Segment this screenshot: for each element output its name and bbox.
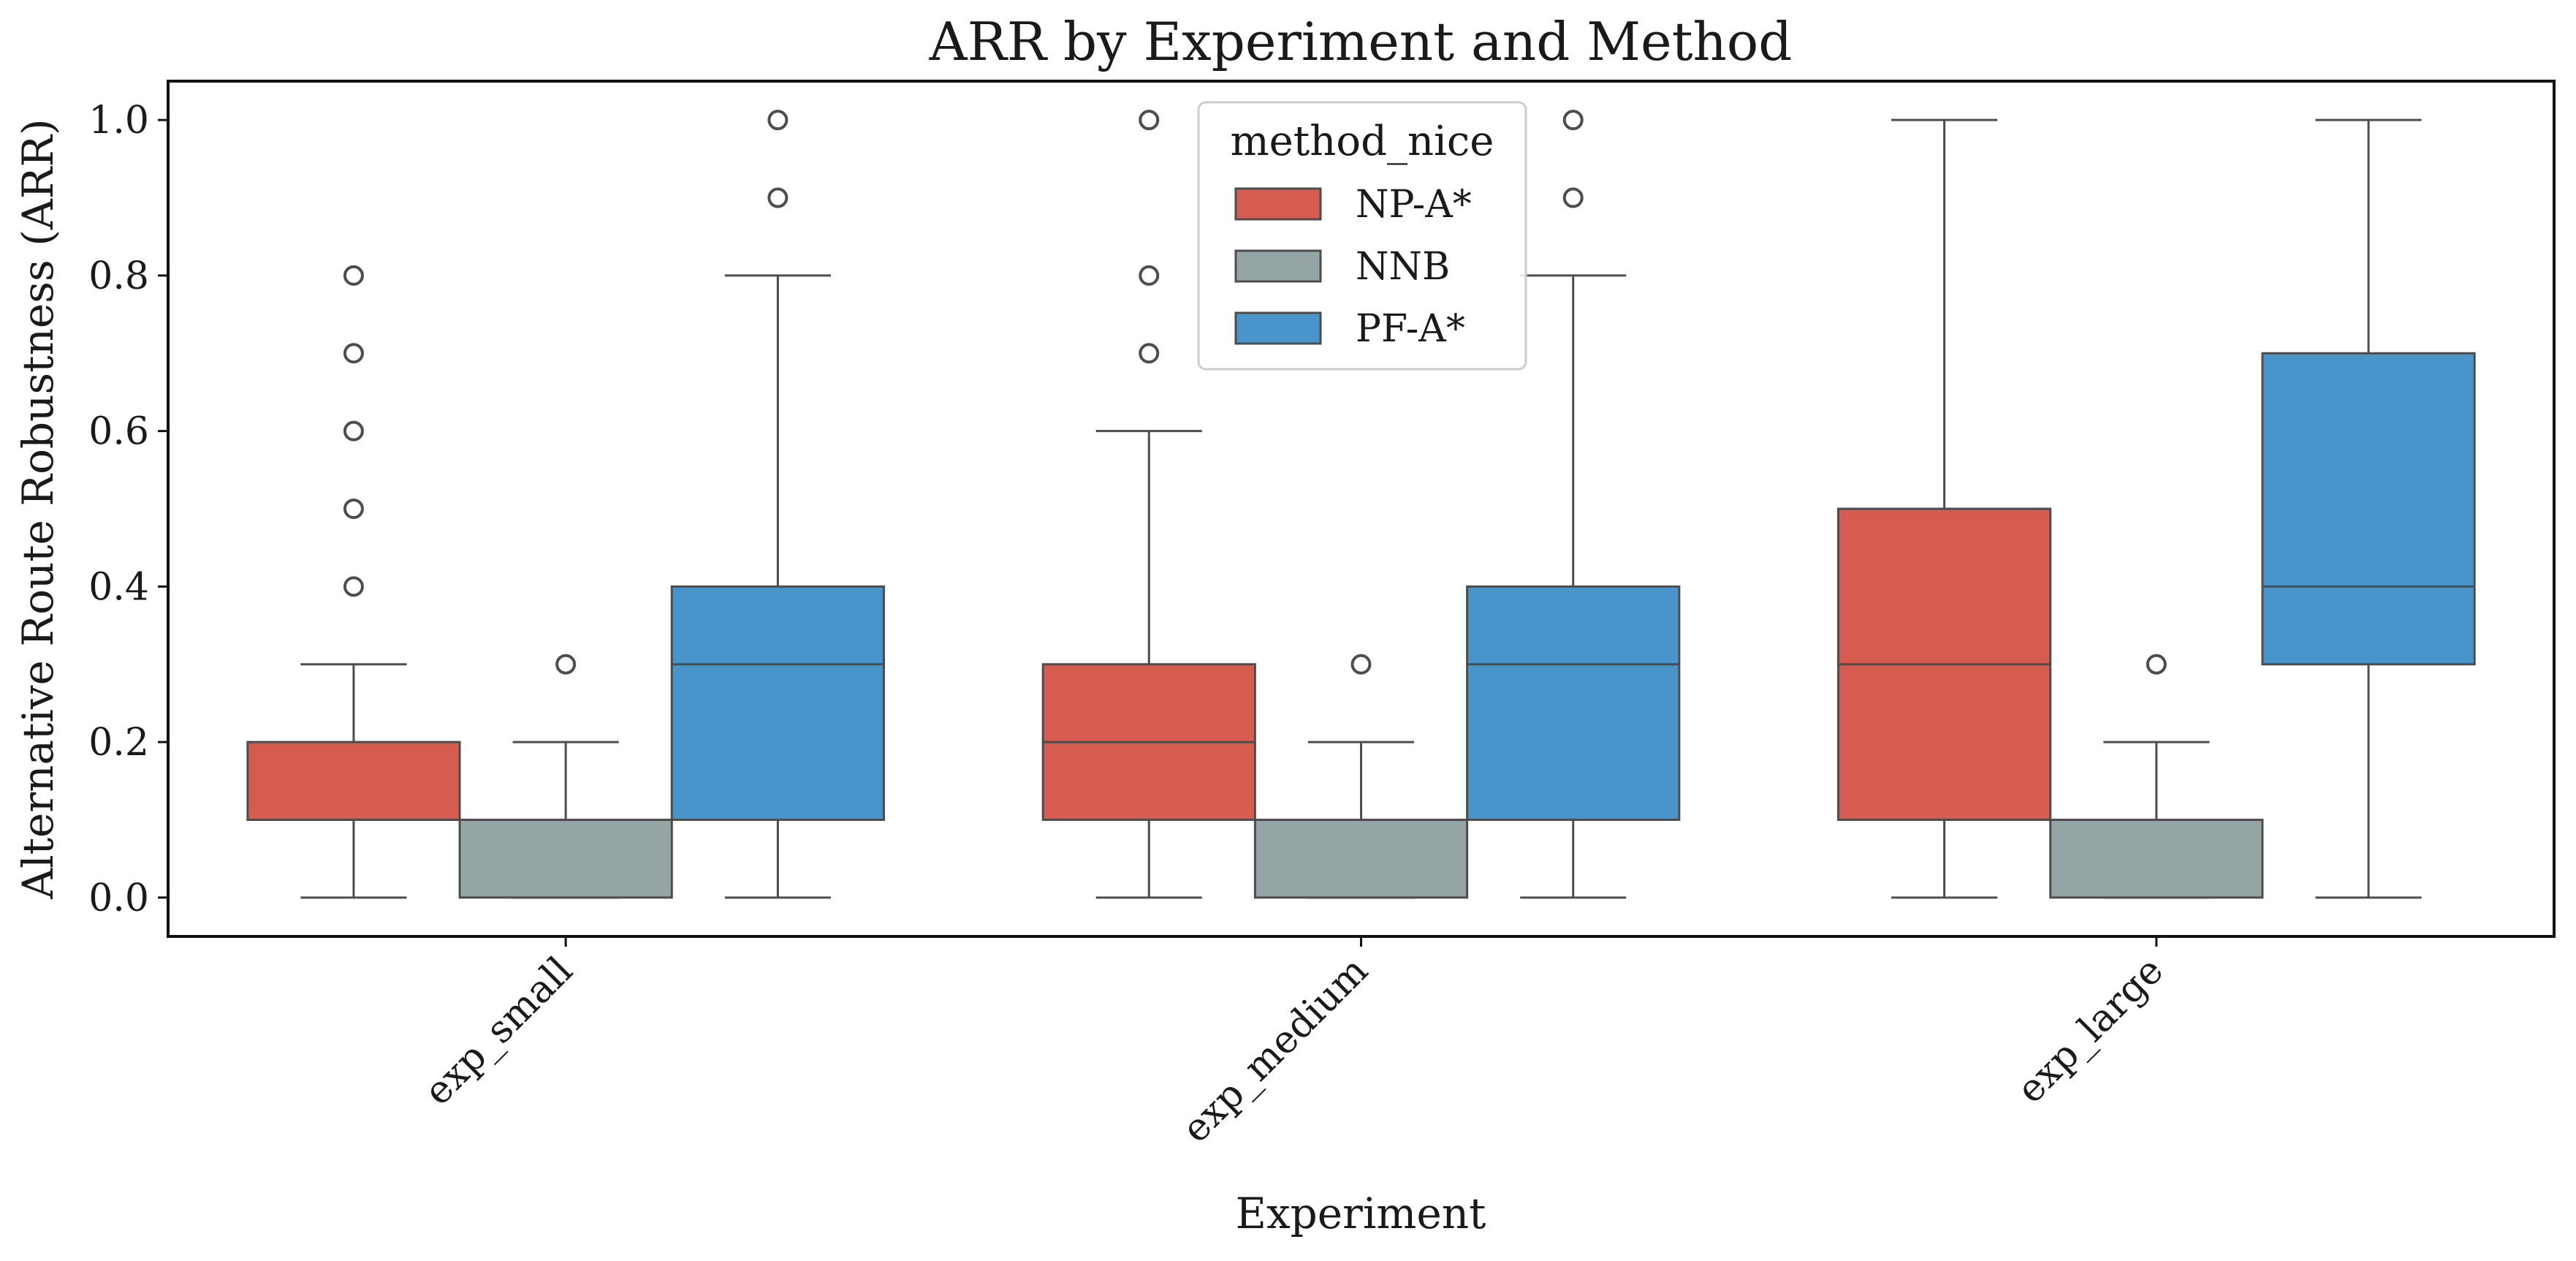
y-axis: 0.0 0.2 0.4 0.6 0.8 1.0	[88, 99, 168, 920]
y-tick-label: 1.0	[88, 99, 149, 143]
box-pf-a-exp_large	[2261, 118, 2476, 899]
outlier-point	[343, 576, 364, 597]
legend-label-pf-a: PF-A*	[1356, 307, 1465, 351]
outlier-point	[555, 654, 577, 675]
y-tick-label: 0.8	[88, 254, 149, 298]
outlier-point	[767, 110, 789, 131]
legend-title: method_nice	[1231, 118, 1494, 165]
outlier-point	[1139, 343, 1160, 364]
y-tick-label: 0.0	[88, 876, 149, 920]
chart-title: ARR by Experiment and Method	[929, 11, 1793, 72]
y-axis-label: Alternative Route Robustness (ARR)	[13, 118, 63, 899]
y-tick-label: 0.6	[88, 410, 149, 454]
outlier-point	[767, 187, 789, 208]
y-tick-label: 0.4	[88, 565, 149, 609]
legend-swatch-nnb	[1234, 249, 1322, 283]
box-iqr	[2261, 352, 2476, 666]
box-iqr	[458, 818, 673, 899]
box-np-a-exp_small	[246, 265, 461, 899]
legend-frame	[1197, 101, 1527, 371]
legend-label-np-a: NP-A*	[1356, 183, 1472, 227]
legend-swatch-pf-a	[1234, 311, 1322, 345]
y-tick-label: 0.2	[88, 721, 149, 765]
outlier-point	[2146, 654, 2167, 675]
outlier-point	[343, 499, 364, 519]
plot-area	[246, 110, 2476, 899]
x-axis-label: Experiment	[1236, 1189, 1486, 1238]
box-iqr	[1253, 818, 1469, 899]
box-nnb-exp_small	[458, 654, 673, 899]
outlier-point	[1139, 265, 1160, 286]
box-iqr	[1466, 585, 1681, 821]
box-iqr	[670, 585, 885, 821]
outlier-point	[1562, 110, 1584, 131]
outlier-point	[1139, 110, 1160, 131]
outlier-point	[343, 420, 364, 442]
outlier-point	[343, 343, 364, 364]
box-np-a-exp_medium	[1041, 110, 1256, 899]
outlier-point	[1350, 654, 1372, 675]
box-pf-a-exp_small	[670, 110, 885, 899]
legend: method_nice NP-A* NNB PF-A*	[1197, 101, 1527, 371]
box-nnb-exp_large	[2049, 654, 2264, 899]
legend-swatch-np-a	[1234, 187, 1322, 221]
box-pf-a-exp_medium	[1466, 110, 1681, 899]
box-nnb-exp_medium	[1253, 654, 1469, 899]
outlier-point	[1562, 187, 1584, 208]
box-iqr	[246, 741, 461, 821]
box-iqr	[2049, 818, 2264, 899]
box-np-a-exp_large	[1837, 118, 2052, 899]
legend-label-nnb: NNB	[1356, 245, 1450, 289]
outlier-point	[343, 265, 364, 286]
